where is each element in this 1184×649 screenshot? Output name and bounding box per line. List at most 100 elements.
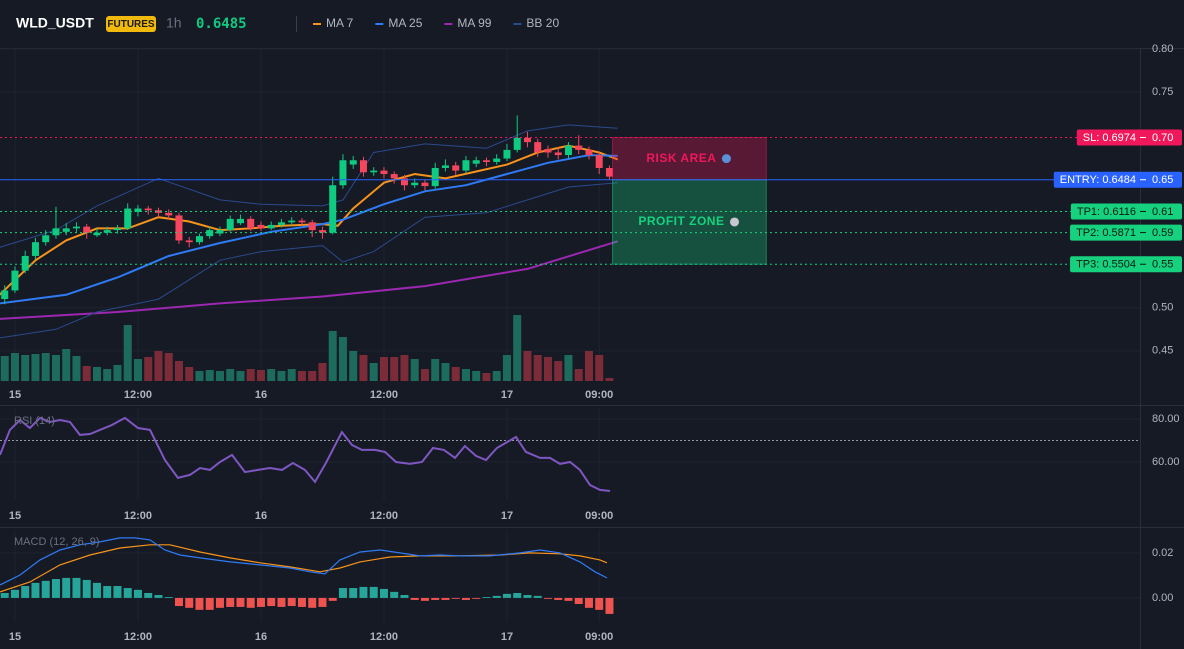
histogram-bar	[369, 586, 378, 598]
volume-bar	[595, 355, 604, 381]
candle-body	[236, 218, 244, 224]
signal-line	[0, 544, 608, 593]
candle-body	[421, 182, 429, 187]
level-tag: TP1: 0.6116 0.61	[1070, 203, 1182, 220]
y-tick-label: 0.45	[1152, 345, 1173, 357]
candle-body	[288, 220, 296, 223]
volume-bar	[584, 351, 593, 381]
badge: FUTURES	[107, 19, 155, 30]
volume-bar	[308, 371, 317, 381]
badge-bg	[106, 16, 156, 32]
x-tick-label: 12:00	[370, 631, 398, 643]
volume-bar	[420, 369, 429, 381]
volume-bar	[338, 337, 347, 381]
histogram-bar	[246, 597, 255, 608]
histogram-bar	[502, 593, 511, 598]
histogram-bar	[21, 586, 30, 598]
volume-bar	[154, 351, 163, 381]
volume-bar	[318, 363, 327, 381]
candle-body	[544, 149, 552, 153]
volume-bar	[215, 371, 224, 381]
level-tag-bg	[1070, 203, 1182, 220]
volume-bar	[256, 370, 265, 381]
candle-body	[113, 228, 121, 231]
volume-bar	[400, 355, 409, 381]
volume-bar	[492, 371, 501, 381]
x-tick-label: 09:00	[585, 631, 613, 643]
candle-body	[52, 228, 60, 236]
volume-bar	[41, 353, 50, 381]
candle-body	[175, 215, 183, 241]
candle-body	[277, 222, 285, 225]
candle-body	[595, 155, 603, 169]
volume-bar	[0, 356, 9, 381]
level-tag-bg	[1070, 256, 1182, 273]
x-tick-label: 17	[501, 389, 513, 401]
histogram-bar	[564, 597, 573, 601]
x-tick-label: 17	[501, 631, 513, 643]
histogram-bar	[513, 592, 522, 598]
x-tick-label: 17	[501, 510, 513, 522]
y-tick-label: 80.00	[1152, 413, 1180, 425]
histogram-bar	[205, 597, 214, 610]
candle-body	[431, 168, 439, 187]
histogram-bar	[390, 591, 399, 598]
volume-bar	[441, 363, 450, 381]
histogram-bar	[144, 592, 153, 598]
volume-bar	[174, 361, 183, 381]
candle-body	[134, 208, 142, 212]
histogram-bar	[461, 597, 470, 600]
bb-lower	[0, 182, 618, 339]
histogram-bar	[226, 597, 235, 607]
zone-icon	[721, 154, 731, 164]
y-tick-label: 60.00	[1152, 456, 1180, 468]
level-tag: TP3: 0.5504 0.55	[1070, 256, 1182, 273]
volume-bar	[195, 371, 204, 381]
volume-bar	[133, 359, 142, 381]
candle-body	[93, 232, 101, 236]
volume-bar	[287, 369, 296, 381]
volume-bar	[472, 371, 481, 381]
histogram-bar	[10, 589, 19, 598]
ma-line	[0, 154, 618, 305]
candle-body	[472, 160, 480, 164]
level-label: TP2: 0.5871	[1076, 227, 1136, 239]
candle-body	[11, 270, 19, 291]
last-price: 0.6485	[196, 16, 247, 32]
volume-bar	[379, 357, 388, 381]
y-tick-label: 0.75	[1152, 86, 1173, 98]
histogram-bar	[420, 597, 429, 601]
legend-label: MA 7	[326, 16, 354, 30]
candle-body	[206, 230, 214, 237]
y-tick-label: 0.50	[1152, 302, 1173, 314]
candle-body	[103, 230, 111, 233]
histogram-bar	[338, 588, 347, 598]
histogram-bar	[523, 595, 532, 598]
volume-bar	[461, 369, 470, 381]
volume-bar	[564, 355, 573, 381]
histogram-bar	[195, 597, 204, 610]
histogram-bar	[328, 597, 337, 601]
symbol: WLD_USDT	[16, 15, 94, 31]
volume-bar	[226, 369, 235, 381]
histogram-bar	[92, 582, 101, 598]
histogram-bar	[584, 597, 593, 608]
candle-body	[452, 165, 460, 171]
macd-line	[0, 537, 608, 586]
candle-body	[62, 228, 70, 232]
candle-body	[400, 178, 408, 186]
candle-body	[124, 208, 132, 229]
volume-bar	[267, 369, 276, 381]
volume-bar	[123, 325, 132, 381]
candle-body	[493, 158, 501, 162]
histogram-bar	[318, 597, 327, 607]
candle-body	[370, 170, 378, 173]
candle-body	[441, 165, 449, 169]
zone-icon	[729, 217, 739, 227]
histogram-bar	[297, 597, 306, 607]
volume-bar	[523, 351, 532, 381]
candle-body	[575, 145, 583, 150]
candle-body	[523, 137, 531, 143]
volume-bar	[82, 366, 91, 381]
histogram-bar	[123, 588, 132, 598]
